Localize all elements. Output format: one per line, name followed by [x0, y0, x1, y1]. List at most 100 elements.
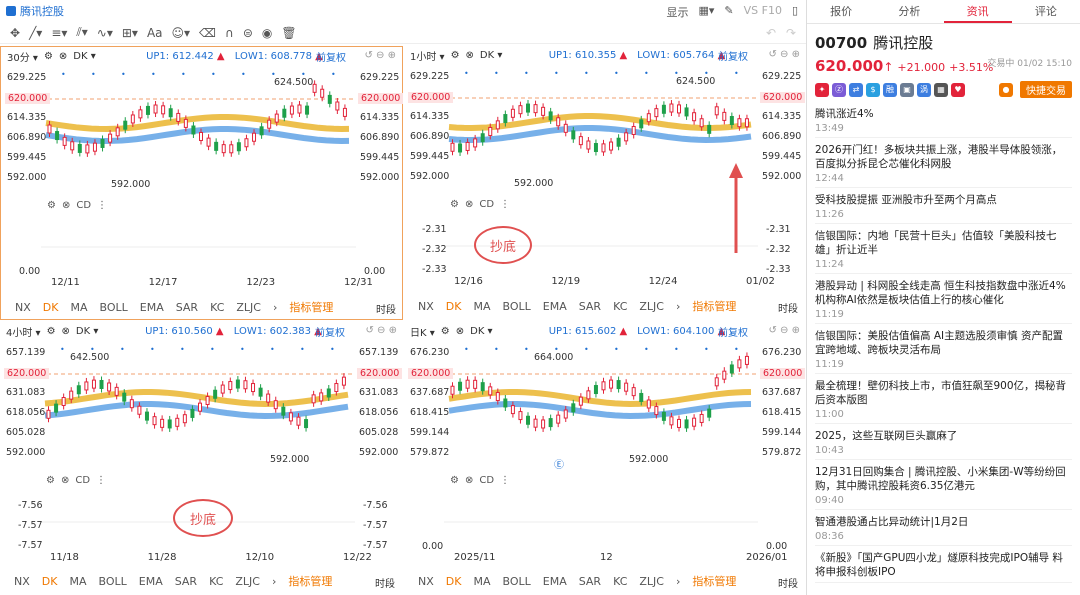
indicator-tab[interactable]: KC [613, 299, 628, 313]
close-icon[interactable]: ⊗ [60, 475, 70, 486]
indicator-tab[interactable]: BOLL [98, 574, 127, 588]
indicator-name[interactable]: DK ▾ [75, 325, 99, 337]
news-title[interactable]: 港股异动 | 科网股全线走高 恒生科技指数盘中涨近4% 机构称AI依然是板块估值… [815, 280, 1066, 306]
f10-button[interactable]: VS F10 [743, 4, 782, 17]
money-icon[interactable]: $ [866, 82, 880, 97]
short-icon[interactable]: ⇄ [849, 82, 863, 97]
time-period-button[interactable]: 时段 [375, 579, 395, 590]
tab-quote[interactable]: 报价 [830, 5, 853, 18]
time-period-button[interactable]: 时段 [778, 304, 798, 315]
chevron-right-icon[interactable]: › [271, 574, 277, 588]
magnet-icon[interactable]: ∩ [225, 25, 234, 40]
chevron-right-icon[interactable]: › [675, 299, 681, 313]
chevron-right-icon[interactable]: › [272, 300, 278, 314]
indicator-tab[interactable]: KC [209, 574, 224, 588]
indicator-tab[interactable]: NX [15, 300, 31, 314]
news-title[interactable]: 2025，这些互联网巨头赢麻了 [815, 430, 958, 442]
window-controls-icon[interactable]: ↺ ⊖ ⊕ [768, 325, 801, 336]
indicator-tab[interactable]: BOLL [502, 574, 531, 588]
cd-label[interactable]: CD [479, 475, 495, 486]
candlestick-chart[interactable]: • • • • • • • • • • [404, 322, 806, 595]
settings-icon[interactable]: ⚙ [47, 200, 56, 211]
wave-tool-icon[interactable]: ∿▾ [96, 25, 113, 40]
news-title[interactable]: 《新股》「国产GPU四小龙」燧原科技完成IPO辅导 料将申报科创板IPO [815, 552, 1063, 578]
indicator-tab[interactable]: ZLJC [639, 299, 664, 313]
connect-icon[interactable]: Ⓩ [832, 82, 846, 97]
period-selector[interactable]: 日K ▾ [410, 327, 435, 339]
display-menu[interactable]: 显示 [666, 6, 689, 19]
close-icon[interactable]: ⊗ [455, 325, 465, 337]
candlestick-chart[interactable]: • • • • • • • • • • [0, 322, 403, 595]
close-icon[interactable]: ⊗ [464, 199, 474, 210]
pen-icon[interactable]: ✎ [724, 4, 734, 17]
redo-icon[interactable]: ↷ [785, 25, 796, 40]
indicator-manage-button[interactable]: 指标管理 [289, 301, 334, 314]
close-icon[interactable]: ⊗ [58, 50, 68, 62]
indicator-tab[interactable]: NX [418, 299, 434, 313]
news-title[interactable]: 最全梳理！壁仞科技上市，市值狂飙至900亿，揭秘背后资本版图 [815, 380, 1067, 406]
text-tool-icon[interactable]: Aa [146, 25, 163, 40]
news-title[interactable]: 2026开门红！多板块共振上涨，港股半导体股领涨，百度拟分拆昆仑芯催化科网股 [815, 144, 1063, 170]
indicator-name[interactable]: DK ▾ [479, 49, 503, 61]
tab-news[interactable]: 资讯 [943, 0, 1012, 23]
indicator-tab[interactable]: MA [70, 300, 88, 314]
news-title[interactable]: 信银国际：内地「民营十巨头」估值较「美股科技七雄」折让近半 [815, 230, 1057, 256]
indicator-tab[interactable]: ZLJC [235, 574, 260, 588]
settings-icon[interactable]: ⚙ [450, 199, 459, 210]
indicator-tab[interactable]: DK [41, 574, 58, 588]
indicator-tab[interactable]: NX [418, 574, 434, 588]
news-title[interactable]: 信银国际：美股估值偏高 AI主题选股须审慎 资产配置宜跨地域、跨板块灵活布局 [815, 330, 1063, 356]
cd-label[interactable]: CD [479, 199, 495, 210]
parallel-tool-icon[interactable]: ≡▾ [51, 25, 68, 40]
news-item[interactable]: 信银国际：内地「民营十巨头」估值较「美股科技七雄」折让近半 11:24 [815, 224, 1072, 274]
indicator-name[interactable]: DK ▾ [73, 50, 96, 62]
cd-label[interactable]: CD [75, 475, 91, 486]
news-item[interactable]: 信银国际：美股估值偏高 AI主题选股须审慎 资产配置宜跨地域、跨板块灵活布局 11… [815, 324, 1072, 374]
news-title[interactable]: 腾讯涨近4% [815, 108, 874, 120]
news-item[interactable]: 受科技股提振 亚洲股市升至两个月高点 11:26 [815, 188, 1072, 224]
chevron-right-icon[interactable]: › [675, 574, 681, 588]
period-selector[interactable]: 4小时 ▾ [6, 327, 41, 339]
tab-analysis[interactable]: 分析 [898, 5, 921, 18]
quick-trade-button[interactable]: 快捷交易 [1020, 81, 1072, 98]
indicator-tab[interactable]: EMA [138, 574, 163, 588]
undo-icon[interactable]: ↶ [765, 25, 776, 40]
news-title[interactable]: 受科技股提振 亚洲股市升至两个月高点 [815, 194, 997, 206]
indicator-tab[interactable]: SAR [578, 574, 602, 588]
candlestick-chart[interactable]: • • • • • • • • • • [404, 46, 806, 320]
more-icon[interactable]: ⋮ [500, 199, 511, 210]
eye-icon[interactable]: ◉ [261, 25, 273, 40]
period-selector[interactable]: 30分 ▾ [7, 52, 38, 64]
indicator-tab[interactable]: DK [42, 300, 59, 314]
indicator-manage-button[interactable]: 指标管理 [288, 575, 333, 588]
bell-icon[interactable]: ● [999, 82, 1013, 97]
chart-panel-1[interactable]: • • • • • • • • • • 30分 ▾ ⚙ ⊗ DK ▾ UP1: 612.442 ▲ … [0, 46, 404, 320]
window-controls-icon[interactable]: ↺ ⊖ ⊕ [365, 325, 398, 336]
fuquan-button[interactable]: 前复权 [718, 51, 748, 63]
settings-icon[interactable]: ⚙ [450, 475, 459, 486]
hk-flag-icon[interactable]: ✦ [815, 82, 829, 97]
indicator-tab[interactable]: BOLL [99, 300, 128, 314]
indicator-tab[interactable]: NX [14, 574, 30, 588]
time-period-button[interactable]: 时段 [778, 579, 798, 590]
chart-panel-3[interactable]: • • • • • • • • • • 4小时 ▾ ⚙ ⊗ DK ▾ UP1: 610.560 ▲ … [0, 322, 403, 595]
event-marker-icon[interactable]: Ⓔ [554, 460, 564, 471]
close-icon[interactable]: ⊗ [464, 475, 474, 486]
cd-label[interactable]: CD [76, 200, 92, 211]
fuquan-button[interactable]: 前复权 [316, 52, 346, 64]
close-icon[interactable]: ⊗ [61, 325, 70, 337]
chart-panel-4[interactable]: • • • • • • • • • • 日K ▾ ⚙ ⊗ DK ▾ UP1: 615.602 ▲ L… [404, 322, 806, 595]
tab-comments[interactable]: 评论 [1034, 5, 1057, 18]
grid-icon[interactable]: ▦ [934, 82, 948, 97]
indicator-tab[interactable]: KC [210, 300, 225, 314]
indicator-tab[interactable]: SAR [175, 300, 199, 314]
settings-icon[interactable]: ⚙ [43, 50, 53, 62]
time-period-button[interactable]: 时段 [376, 305, 396, 316]
news-title[interactable]: 智通港股通占比异动统计|1月2日 [815, 516, 969, 528]
indicator-tab[interactable]: MA [473, 574, 491, 588]
indicator-tab[interactable]: EMA [139, 300, 164, 314]
settings-icon[interactable]: ⚙ [46, 475, 55, 486]
more-icon[interactable]: ⋮ [96, 475, 107, 486]
settings-icon[interactable]: ⚙ [450, 49, 460, 61]
fib-tool-icon[interactable]: ⊞▾ [121, 25, 138, 40]
